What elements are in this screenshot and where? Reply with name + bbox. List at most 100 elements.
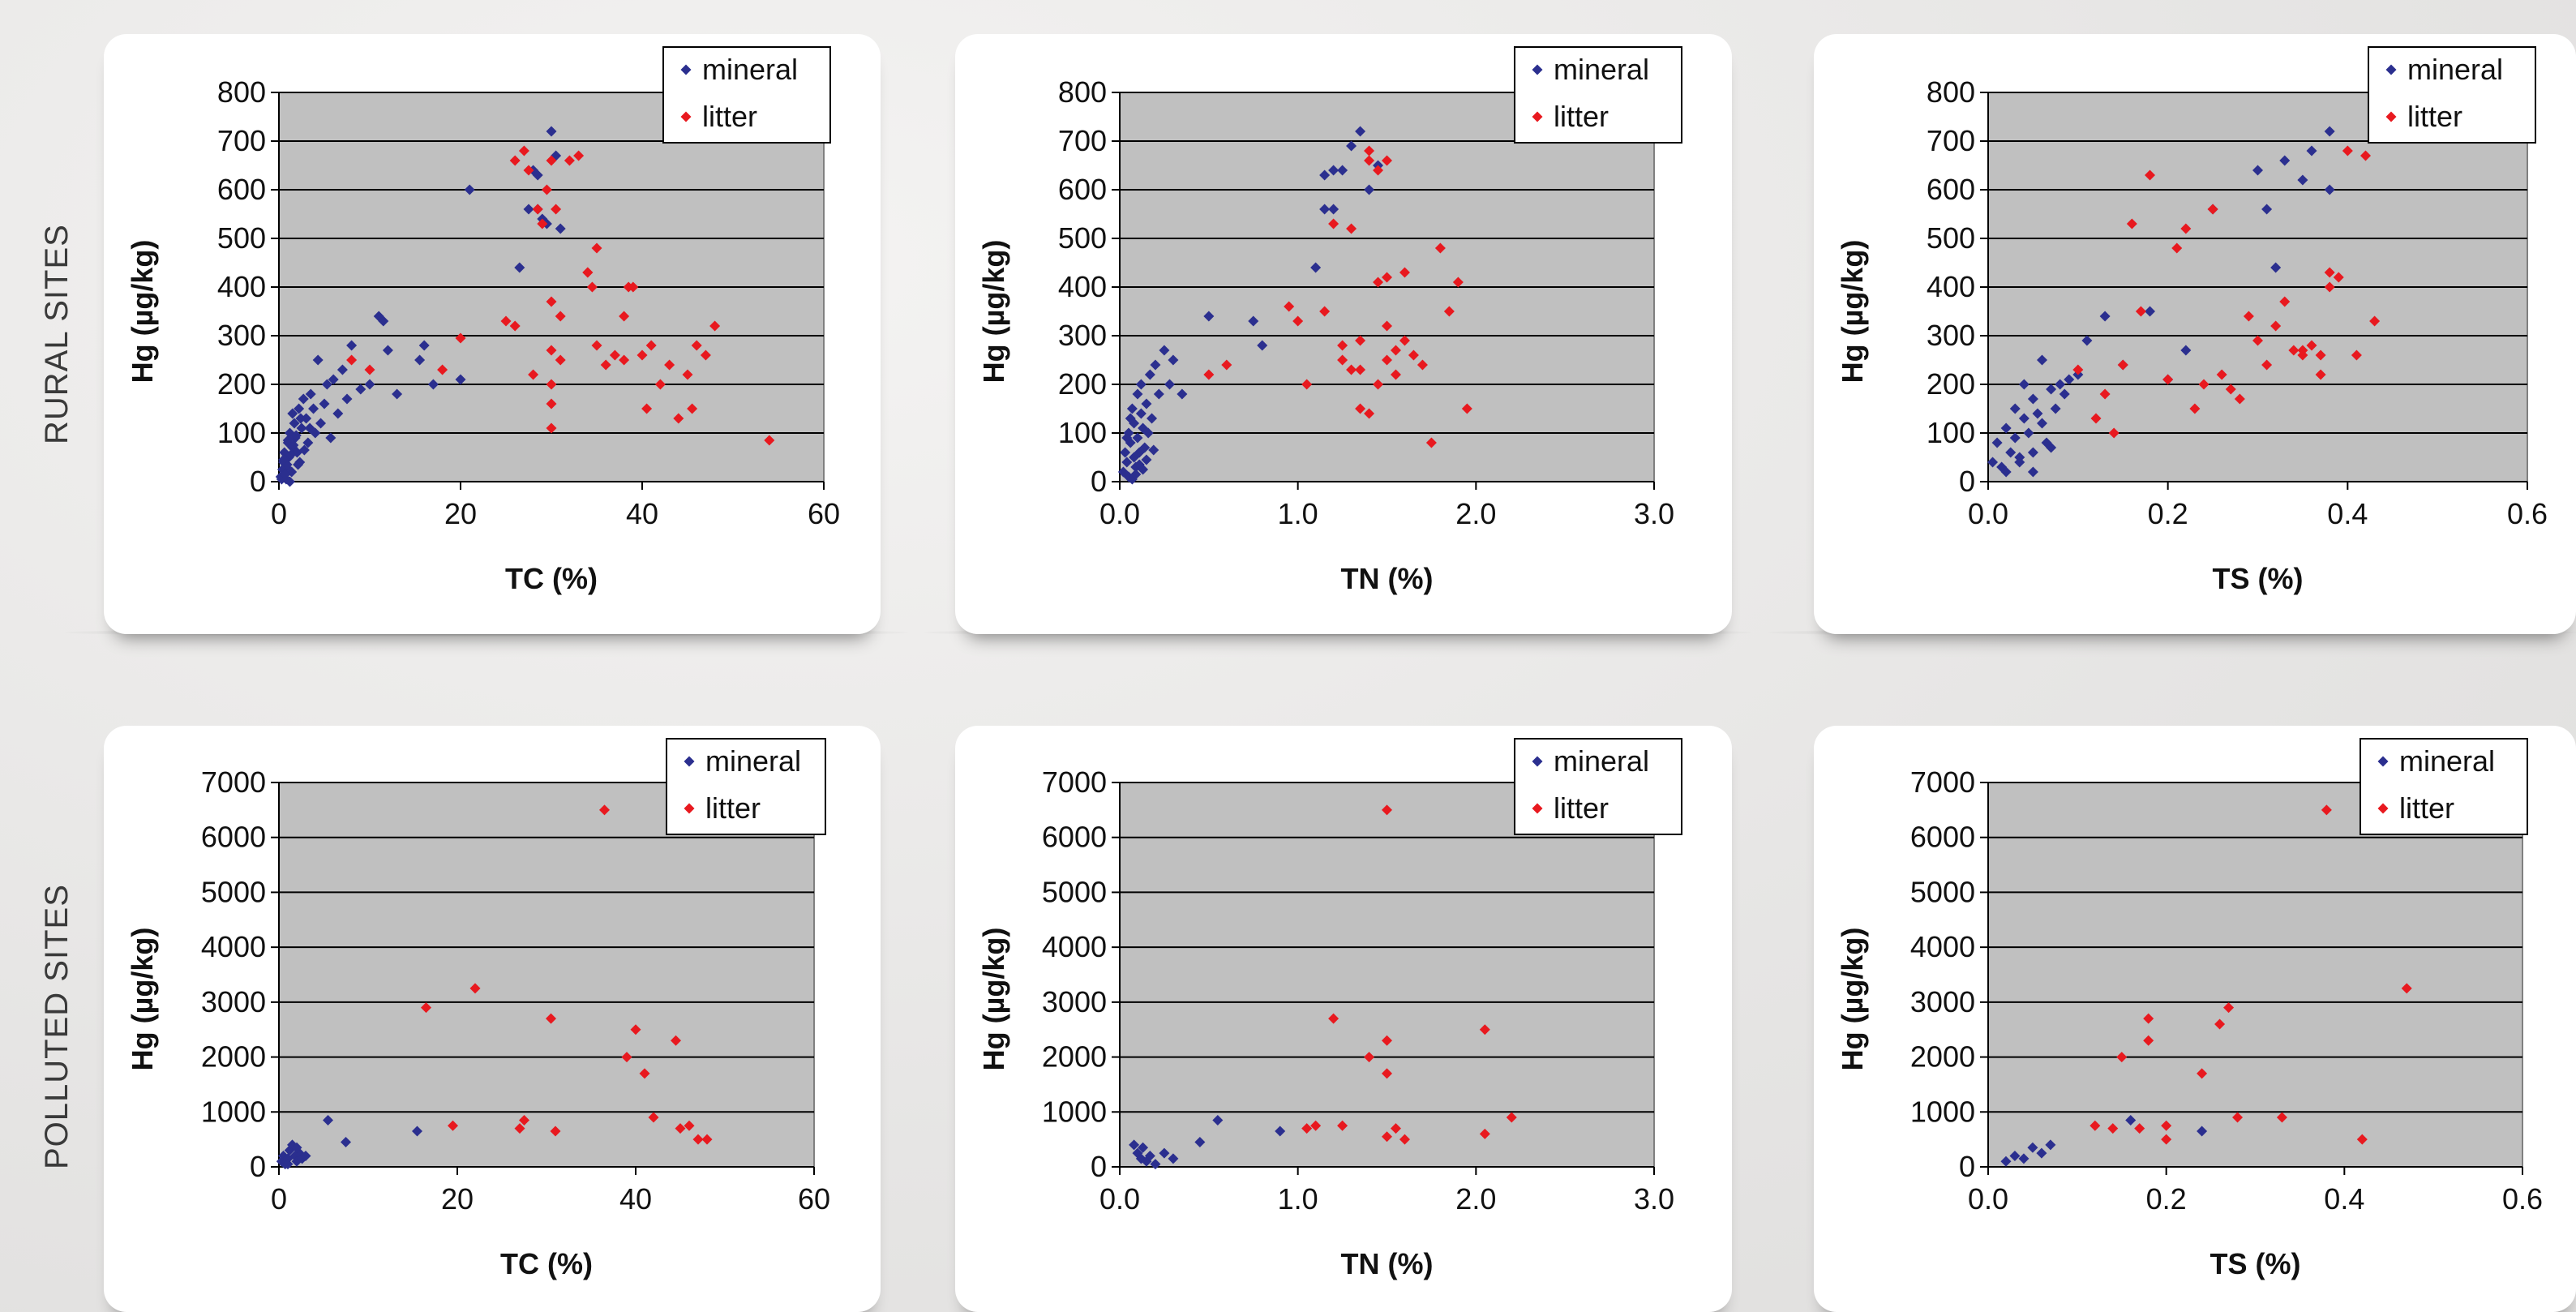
legend-label-litter: litter	[2407, 100, 2462, 133]
data-point-litter	[2297, 345, 2308, 356]
data-point-mineral	[282, 435, 294, 446]
y-tick-label: 700	[217, 124, 266, 157]
data-point-litter	[1319, 306, 1331, 317]
data-point-litter	[1328, 218, 1339, 229]
y-tick-label: 7000	[1910, 765, 1975, 799]
data-point-mineral	[1364, 184, 1375, 195]
data-point-litter	[609, 349, 620, 361]
data-point-mineral	[2027, 1142, 2038, 1153]
data-point-mineral	[2036, 1147, 2047, 1159]
data-point-mineral	[2099, 311, 2111, 322]
y-tick-label: 6000	[201, 821, 266, 854]
data-point-litter	[2225, 384, 2236, 395]
data-point-litter	[687, 403, 698, 414]
data-point-litter	[2234, 393, 2245, 405]
series-mineral	[276, 1114, 422, 1170]
data-point-mineral	[1135, 379, 1147, 390]
data-point-mineral	[1132, 432, 1143, 444]
y-axis-label: Hg (µg/kg)	[1836, 240, 1869, 384]
data-point-mineral	[1121, 432, 1133, 444]
legend-label-litter: litter	[702, 100, 757, 133]
data-point-litter	[1337, 354, 1348, 366]
data-point-litter	[1284, 301, 1295, 312]
legend-box	[2368, 46, 2536, 144]
y-tick-label: 3000	[1910, 985, 1975, 1018]
y-tick-label: 1000	[1042, 1095, 1107, 1128]
data-point-mineral	[2046, 384, 2057, 395]
x-tick-label: 0.6	[2507, 497, 2548, 530]
data-point-mineral	[1319, 169, 1331, 181]
x-tick-label: 0.4	[2324, 1182, 2364, 1216]
data-point-mineral	[1212, 1114, 1224, 1125]
data-point-litter	[2306, 340, 2317, 351]
x-tick-label: 0.2	[2146, 1182, 2187, 1216]
y-tick-label: 200	[1927, 367, 1975, 401]
data-point-mineral	[2145, 306, 2155, 317]
data-point-litter	[2189, 403, 2201, 414]
legend: mineral litter	[1514, 46, 1682, 144]
data-point-mineral	[2023, 427, 2034, 439]
data-point-mineral	[298, 444, 310, 456]
data-point-mineral	[382, 345, 393, 356]
data-point-litter	[2072, 364, 2084, 375]
data-point-litter	[500, 315, 512, 327]
data-point-litter	[528, 369, 539, 380]
data-point-mineral	[1275, 1125, 1286, 1137]
data-point-mineral	[1148, 444, 1159, 456]
data-point-mineral	[1153, 388, 1164, 400]
data-point-mineral	[1337, 165, 1348, 176]
data-point-litter	[1417, 359, 1428, 371]
data-point-litter	[692, 1134, 704, 1145]
chart-panel: 0 1000 2000 3000 4000 5000 6000 7000 0.0 1.0 2.0 3.…	[955, 726, 1732, 1312]
data-point-mineral	[304, 422, 315, 434]
legend-label-litter: litter	[1554, 791, 1609, 825]
data-point-litter	[582, 267, 594, 278]
chart-svg: 0 1000 2000 3000 4000 5000 6000 7000 0 20 40 60 TC (…	[126, 738, 830, 1280]
data-point-mineral	[2000, 1156, 2012, 1167]
legend-marker-litter	[1532, 803, 1543, 814]
data-point-mineral	[308, 403, 319, 414]
data-point-mineral	[302, 437, 314, 448]
data-point-litter	[709, 320, 721, 332]
y-axis-label: Hg (µg/kg)	[977, 928, 1010, 1071]
data-point-mineral	[346, 340, 358, 351]
data-point-litter	[591, 340, 602, 351]
data-point-mineral	[321, 379, 332, 390]
x-tick-label: 40	[626, 497, 658, 530]
row-label-polluted: POLLUTED SITES	[39, 884, 75, 1169]
data-point-litter	[1382, 320, 1392, 332]
data-point-litter	[2143, 1035, 2154, 1046]
data-point-mineral	[2059, 388, 2070, 400]
data-point-litter	[2288, 345, 2300, 356]
data-point-litter	[1203, 369, 1215, 380]
y-tick-label: 800	[217, 75, 266, 109]
series-mineral	[1129, 1114, 1286, 1170]
data-point-mineral	[2306, 145, 2317, 156]
chart-svg: 0 100 200 300 400 500 600 700 800 0.0 0.2 0.4 0.6 TS …	[1836, 46, 2548, 595]
legend-label-mineral: mineral	[2399, 744, 2495, 778]
legend-label-litter: litter	[2399, 791, 2454, 825]
data-point-mineral	[312, 354, 324, 366]
data-point-mineral	[418, 340, 430, 351]
data-point-litter	[1408, 349, 1419, 361]
data-point-litter	[639, 1068, 650, 1079]
y-axis-label: Hg (µg/kg)	[126, 928, 159, 1071]
y-tick-label: 0	[1959, 465, 1975, 498]
data-point-mineral	[2018, 413, 2030, 424]
data-point-litter	[1443, 306, 1455, 317]
x-tick-label: 1.0	[1278, 1182, 1318, 1216]
data-point-mineral	[1129, 1139, 1140, 1151]
x-tick-label: 60	[808, 497, 840, 530]
data-point-litter	[1364, 408, 1375, 419]
x-tick-label: 40	[619, 1182, 652, 1216]
data-point-mineral	[1150, 1159, 1161, 1170]
data-point-litter	[555, 354, 566, 366]
data-point-litter	[1434, 242, 1446, 254]
x-tick-label: 3.0	[1634, 497, 1674, 530]
data-point-litter	[764, 435, 775, 446]
data-point-litter	[573, 150, 585, 161]
data-point-mineral	[2270, 262, 2282, 273]
data-point-litter	[2108, 427, 2120, 439]
data-point-mineral	[2261, 204, 2273, 215]
